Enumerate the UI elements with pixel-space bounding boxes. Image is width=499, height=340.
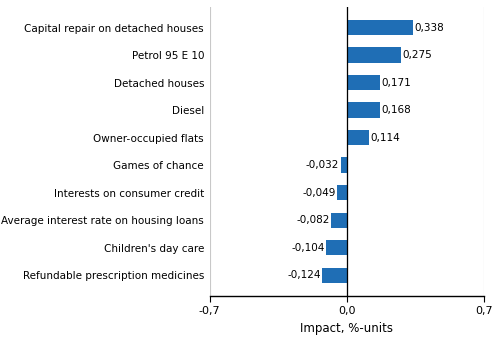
Text: -0,049: -0,049 — [303, 188, 336, 198]
Bar — [326, 240, 347, 255]
Text: -0,032: -0,032 — [306, 160, 339, 170]
Text: -0,124: -0,124 — [288, 270, 321, 280]
Text: 0,338: 0,338 — [414, 22, 444, 33]
Text: 0,114: 0,114 — [370, 133, 400, 142]
Bar — [347, 130, 369, 145]
Text: -0,082: -0,082 — [296, 215, 329, 225]
Text: -0,104: -0,104 — [292, 242, 325, 253]
Text: 0,168: 0,168 — [381, 105, 411, 115]
Text: 0,275: 0,275 — [402, 50, 432, 60]
Bar — [347, 102, 380, 118]
Bar — [322, 268, 347, 283]
Bar — [347, 75, 380, 90]
Bar — [347, 20, 413, 35]
X-axis label: Impact, %-units: Impact, %-units — [300, 322, 393, 335]
Text: 0,171: 0,171 — [382, 78, 411, 87]
Bar — [347, 48, 401, 63]
Bar — [337, 185, 347, 200]
Bar — [331, 212, 347, 228]
Bar — [340, 157, 347, 173]
